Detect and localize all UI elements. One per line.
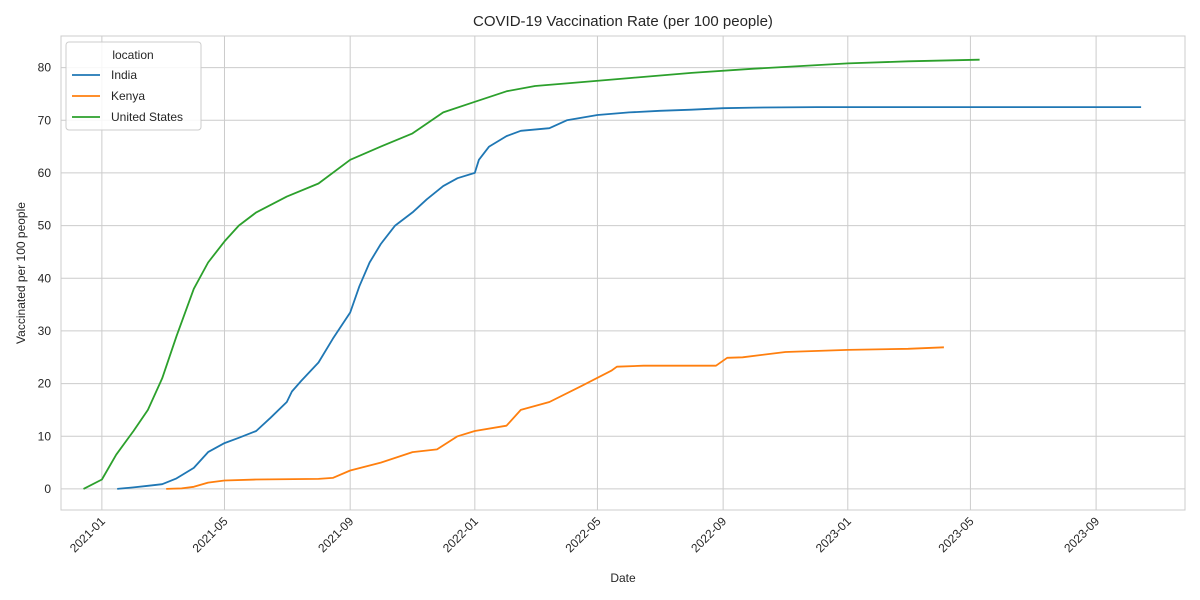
y-tick-label: 20 — [38, 377, 52, 391]
x-axis-label: Date — [610, 571, 636, 585]
series-lines — [83, 58, 1142, 490]
y-tick-label: 70 — [38, 113, 52, 127]
x-tick-label: 2021-05 — [190, 514, 231, 555]
x-tick-label: 2021-09 — [315, 514, 356, 555]
legend-entries: India Kenya United States — [72, 68, 183, 124]
y-ticks: 0 10 20 30 40 50 60 70 80 — [38, 61, 52, 496]
legend-box — [65, 41, 202, 131]
series-line-united-states — [83, 58, 980, 490]
x-tick-label: 2021-01 — [67, 514, 108, 555]
x-tick-label: 2023-01 — [813, 514, 854, 555]
x-tick-label: 2022-05 — [563, 514, 604, 555]
legend-label-kenya: Kenya — [111, 89, 145, 103]
legend-title: location — [112, 48, 153, 62]
legend-label-united-states: United States — [111, 110, 183, 124]
x-ticks: 2021-01 2021-05 2021-09 2022-01 2022-05 2022-… — [67, 514, 1102, 555]
x-tick-label: 2022-09 — [688, 514, 729, 555]
x-tick-label: 2022-01 — [440, 514, 481, 555]
y-tick-label: 50 — [38, 219, 52, 233]
y-tick-label: 30 — [38, 324, 52, 338]
chart-title: COVID-19 Vaccination Rate (per 100 peopl… — [473, 13, 773, 30]
y-tick-label: 60 — [38, 166, 52, 180]
plot-area — [60, 35, 1186, 511]
y-axis-label: Vaccinated per 100 people — [14, 202, 28, 344]
x-tick-label: 2023-05 — [935, 514, 976, 555]
y-tick-label: 80 — [38, 61, 52, 75]
y-tick-label: 40 — [38, 271, 52, 285]
legend: location India Kenya United States — [65, 41, 202, 131]
series-line-kenya — [166, 346, 944, 490]
x-tick-label: 2023-09 — [1061, 514, 1102, 555]
y-tick-label: 0 — [44, 482, 51, 496]
y-tick-label: 10 — [38, 429, 52, 443]
series-line-india — [117, 106, 1142, 490]
legend-label-india: India — [111, 68, 137, 82]
